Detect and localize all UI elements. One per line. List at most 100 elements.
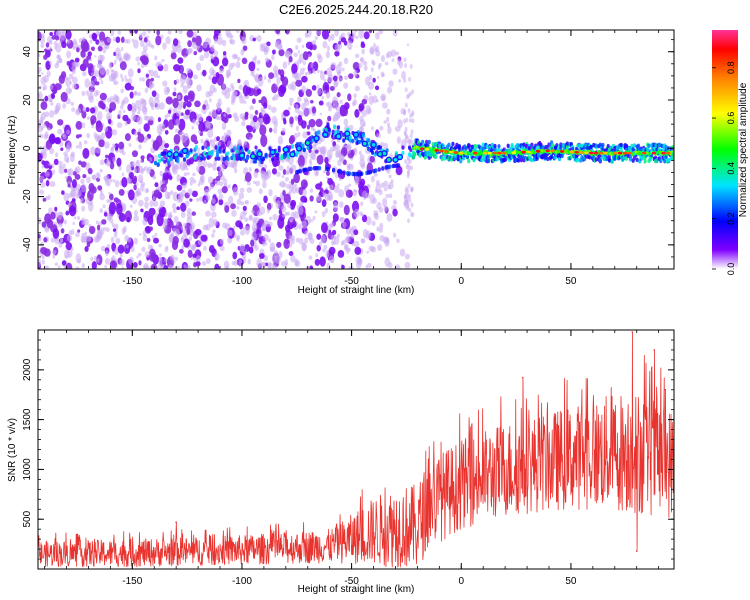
spectrogram-ridge-point — [214, 156, 218, 161]
spectrogram-noise-point — [378, 207, 384, 213]
spectrogram-noise-point — [272, 49, 276, 55]
spectrogram-noise-point — [83, 140, 88, 145]
spectrogram-noise-point — [326, 170, 330, 176]
spectrogram-noise-point — [168, 234, 174, 243]
spectrogram-noise-point — [253, 126, 257, 129]
spectrogram-noise-point — [204, 188, 209, 197]
spectrogram-noise-point — [72, 38, 78, 45]
spectrogram-noise-point — [65, 87, 72, 95]
spectrogram-noise-point — [82, 58, 89, 68]
spectrogram-noise-point — [57, 119, 64, 126]
spectrogram-noise-point — [145, 115, 150, 122]
spectrogram-noise-point — [128, 256, 134, 265]
spectrogram-noise-point — [99, 65, 106, 76]
spectrogram-noise-point — [139, 77, 142, 82]
spectrogram-noise-point — [288, 235, 293, 242]
spectrogram-noise-point — [284, 262, 288, 267]
spectrogram-noise-point — [50, 211, 56, 220]
spectrogram-noise-point — [360, 43, 366, 49]
spectrogram-noise-point — [192, 31, 198, 39]
spectrogram-ridge-point — [413, 142, 417, 148]
spectrogram-noise-point — [164, 211, 168, 218]
spectrogram-noise-point — [226, 32, 233, 39]
spectrogram-noise-point — [256, 88, 262, 95]
spectrogram-noise-point — [263, 255, 269, 262]
spectrogram-noise-point — [121, 177, 128, 188]
spectrogram-noise-point — [69, 81, 73, 85]
spectrogram-noise-point — [189, 224, 195, 232]
spectrogram-ridge-point — [163, 159, 167, 164]
spectrogram-noise-point — [163, 265, 169, 269]
spectrogram-noise-point — [358, 30, 365, 39]
spectrogram-ridge-core — [565, 148, 568, 153]
spectrogram-noise-point — [252, 37, 256, 42]
spectrogram-noise-point — [141, 246, 146, 252]
figure-title: C2E6.2025.244.20.18.R20 — [279, 2, 433, 17]
spectrogram-noise-point — [136, 111, 141, 115]
spectrogram-noise-point — [384, 238, 390, 248]
spectrogram-noise-point — [303, 67, 306, 71]
spectrogram-noise-point — [132, 262, 138, 268]
spectrogram-noise-point — [297, 50, 301, 54]
spectrogram-noise-point — [82, 147, 90, 159]
spectrogram-noise-point — [44, 148, 48, 152]
spectrogram-noise-point — [100, 245, 106, 252]
spectrogram-noise-point — [353, 69, 358, 77]
spectrogram-noise-point — [340, 146, 348, 157]
spectrogram-ridge-point — [619, 142, 623, 148]
spectrogram-noise-point — [252, 219, 257, 225]
spectrogram-noise-point — [401, 71, 406, 80]
spectrogram-noise-point — [286, 170, 290, 175]
spectrogram-noise-point — [283, 119, 287, 125]
spectrogram-noise-point — [330, 62, 337, 70]
spectrogram-noise-point — [225, 134, 229, 138]
spectrogram-noise-point — [43, 75, 49, 83]
spectrogram-noise-point — [108, 191, 111, 195]
spectrogram-noise-point — [158, 243, 162, 248]
spectrogram-x-tick-label: 50 — [565, 276, 577, 287]
spectrogram-noise-point — [85, 235, 92, 242]
spectrogram-noise-point — [80, 49, 86, 58]
spectrogram-noise-point — [55, 152, 59, 158]
spectrogram-noise-point — [360, 201, 364, 207]
spectrogram-noise-point — [275, 200, 281, 209]
spectrogram-noise-point — [38, 70, 41, 74]
spectrogram-noise-point — [326, 67, 333, 77]
spectrogram-noise-point — [38, 152, 43, 162]
spectrogram-noise-point — [221, 83, 226, 90]
spectrogram-noise-point — [75, 232, 80, 238]
spectrogram-x-tick-label: 0 — [458, 276, 464, 287]
spectrogram-ridge-point — [276, 155, 280, 161]
spectrogram-noise-point — [38, 91, 43, 100]
spectrogram-noise-point — [183, 222, 187, 227]
spectrogram-noise-point — [162, 223, 167, 231]
spectrogram-noise-point — [137, 199, 144, 207]
spectrogram-noise-point — [41, 221, 47, 228]
spectrogram-noise-point — [370, 175, 375, 183]
spectrogram-noise-point — [305, 41, 313, 50]
spectrogram-noise-point — [334, 30, 340, 37]
spectrogram-noise-point — [139, 232, 142, 236]
spectrogram-noise-point — [333, 80, 338, 88]
spectrogram-ridge-point — [326, 122, 330, 127]
spectrogram-noise-point — [186, 101, 192, 108]
spectrogram-noise-point — [172, 38, 179, 47]
spectrogram-noise-point — [184, 200, 190, 207]
spectrogram-ridge-point — [189, 148, 193, 153]
spectrogram-noise-point — [282, 213, 286, 218]
spectrogram-noise-point — [40, 246, 48, 255]
spectrogram-ridge-point — [401, 150, 405, 156]
spectrogram-noise-point — [153, 189, 161, 198]
spectrogram-noise-point — [131, 150, 139, 158]
spectrogram-ridge-peak — [617, 151, 623, 155]
spectrogram-x-tick-label: -150 — [122, 276, 142, 287]
spectrogram-noise-point — [129, 91, 134, 99]
spectrogram-noise-point — [114, 230, 118, 234]
spectrogram-ridge-blob-core — [362, 141, 367, 146]
spectrogram-ridge-peak — [579, 151, 584, 154]
spectrogram-noise-point — [359, 57, 363, 62]
spectrogram-noise-point — [319, 70, 323, 74]
spectrogram-noise-point — [229, 39, 236, 45]
spectrogram-noise-point — [319, 71, 325, 81]
spectrogram-noise-point — [106, 111, 112, 121]
